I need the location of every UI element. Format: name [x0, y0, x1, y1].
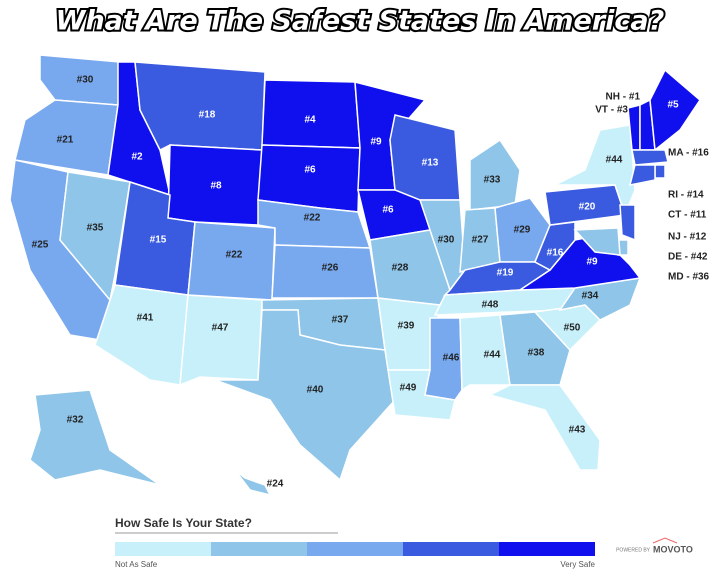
- state-label: #39: [398, 321, 415, 332]
- state: [187, 221, 276, 301]
- credit-roof: [652, 537, 678, 544]
- state-label: #29: [514, 225, 531, 236]
- state-callout: MD - #36: [668, 272, 710, 283]
- state-label: #47: [212, 323, 229, 334]
- state-callout: MA - #16: [668, 148, 709, 159]
- state-label: #15: [150, 235, 167, 246]
- legend-low: Not As Safe: [115, 560, 158, 569]
- state-label: #30: [77, 75, 94, 86]
- state: [631, 149, 669, 166]
- state-callout: RI - #14: [668, 190, 704, 201]
- state-callout: NH - #1: [606, 92, 641, 103]
- state-label: #35: [87, 223, 104, 234]
- state: [619, 204, 636, 242]
- legend-swatch: [307, 542, 403, 556]
- state-label: #2: [131, 152, 143, 163]
- state-label: #20: [579, 202, 596, 213]
- state-label: #9: [370, 137, 382, 148]
- state-label: #27: [472, 235, 489, 246]
- state-label: #37: [332, 315, 349, 326]
- state: [459, 314, 511, 392]
- state-label: #9: [586, 257, 598, 268]
- state-label: #26: [322, 263, 339, 274]
- state-label: #44: [606, 155, 623, 166]
- state-label: #49: [400, 383, 417, 394]
- state-label: #33: [484, 175, 501, 186]
- state-label: #48: [482, 300, 499, 311]
- state-label: #24: [267, 479, 284, 490]
- state: [469, 138, 521, 211]
- state-label: #43: [569, 425, 586, 436]
- state-label: #25: [32, 240, 49, 251]
- state-label: #6: [304, 165, 316, 176]
- state-label: #34: [582, 291, 599, 302]
- legend-swatch: [403, 542, 499, 556]
- state-label: #44: [484, 350, 501, 361]
- state: [134, 61, 266, 152]
- state: [214, 309, 396, 482]
- state-label: #40: [307, 385, 324, 396]
- state-label: #4: [304, 115, 316, 126]
- state-label: #50: [564, 323, 581, 334]
- legend-swatch: [211, 542, 307, 556]
- state-label: #22: [304, 213, 321, 224]
- state-label: #41: [137, 313, 154, 324]
- state: [499, 311, 571, 386]
- states: [9, 54, 701, 497]
- state: [179, 294, 263, 387]
- state-label: #8: [210, 181, 222, 192]
- page-title: What Are The Safest States In America?: [56, 6, 665, 37]
- state-callout: VT - #3: [595, 105, 628, 116]
- state-label: #18: [199, 110, 216, 121]
- state: [29, 389, 161, 486]
- state-callout: NJ - #12: [668, 232, 707, 243]
- state: [14, 99, 119, 176]
- state-label: #6: [382, 205, 394, 216]
- state-label: #38: [528, 348, 545, 359]
- state: [649, 68, 701, 152]
- legend-high: Very Safe: [560, 560, 595, 569]
- state-callout: DE - #42: [668, 252, 708, 263]
- state: [487, 384, 601, 471]
- state-label: #30: [438, 235, 455, 246]
- state: [628, 164, 656, 186]
- state: [573, 227, 621, 256]
- credit-prefix: POWERED BY: [616, 547, 651, 553]
- state-label: #13: [422, 158, 439, 169]
- legend-title: How Safe Is Your State?: [115, 516, 252, 530]
- state-label: #46: [443, 353, 460, 364]
- state-label: #19: [497, 268, 514, 279]
- state-label: #22: [226, 250, 243, 261]
- state-label: #32: [67, 415, 84, 426]
- credit-brand: MOVOTO: [653, 544, 693, 554]
- state-label: #16: [547, 248, 564, 259]
- legend-swatch: [115, 542, 211, 556]
- state: [59, 171, 131, 302]
- state-label: #28: [392, 263, 409, 274]
- legend-swatch: [499, 542, 595, 556]
- state-label: #21: [57, 135, 74, 146]
- state: [234, 469, 272, 497]
- state-callout: CT - #11: [668, 210, 707, 221]
- state-label: #5: [667, 100, 679, 111]
- state: [654, 164, 666, 179]
